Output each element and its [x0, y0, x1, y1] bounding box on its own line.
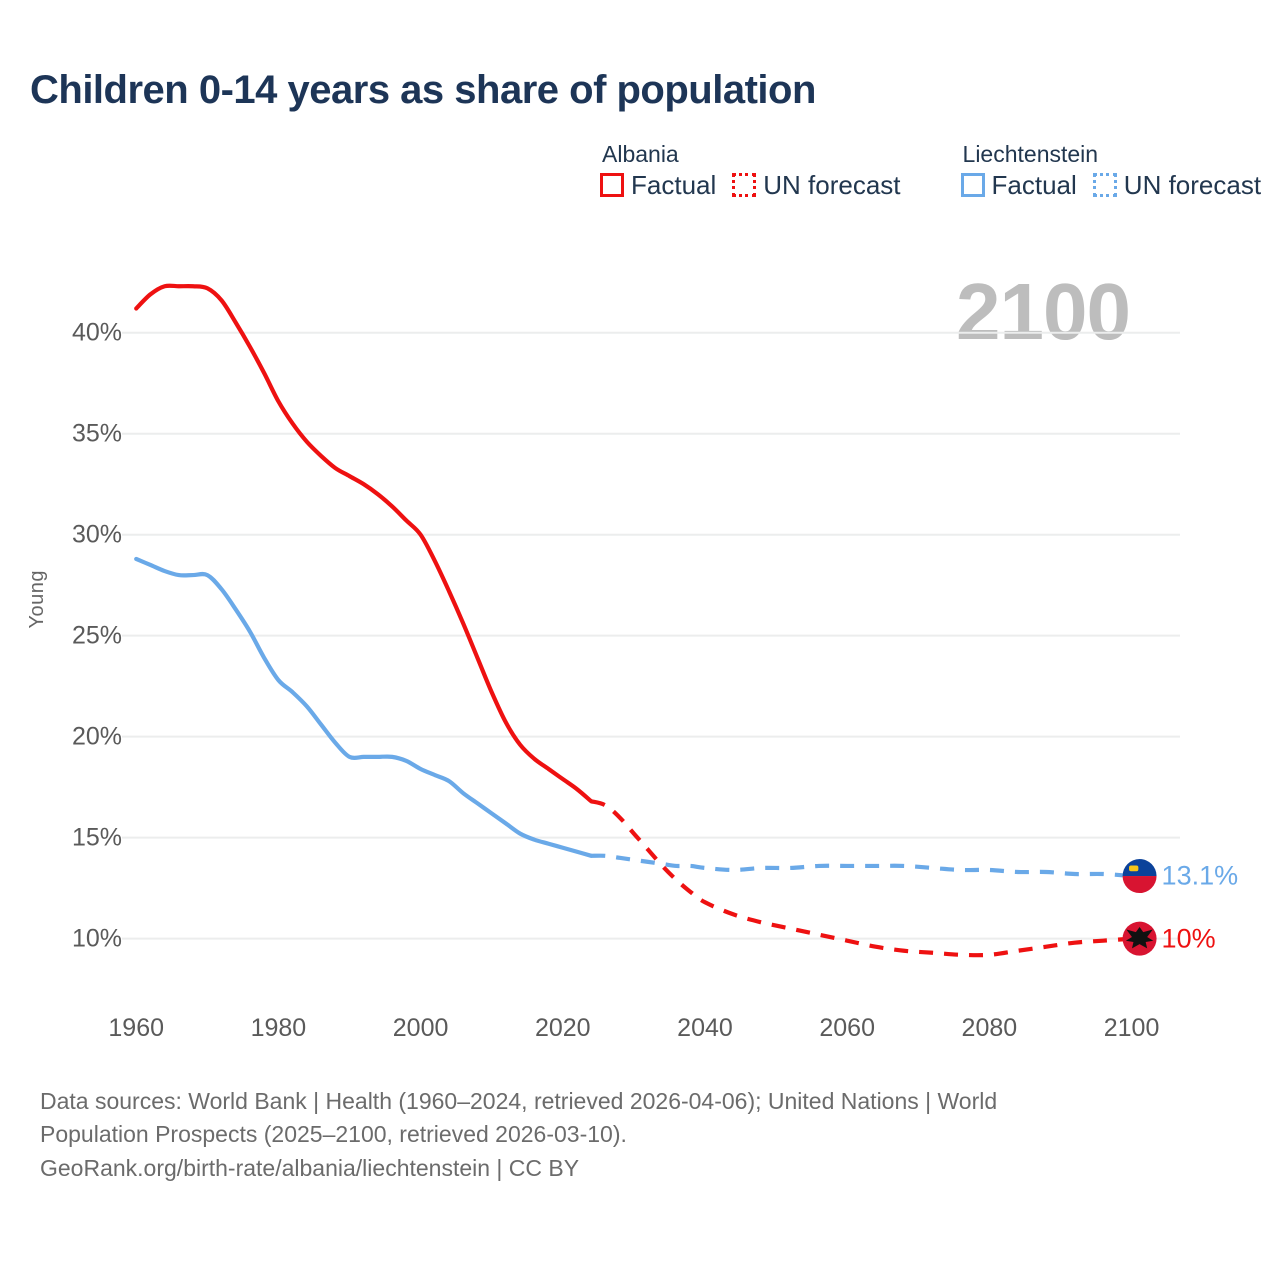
y-axis-tick-label: 10% [71, 924, 122, 953]
x-axis-tick-label: 2060 [819, 1014, 875, 1042]
y-axis-tick-label: 25% [71, 621, 122, 650]
series-line [590, 799, 1132, 958]
page-title: Children 0-14 years as share of populati… [30, 68, 816, 112]
x-axis-tick-label: 2020 [534, 1014, 591, 1042]
footer-sources: Data sources: World Bank | Health (1960–… [40, 1085, 1170, 1185]
x-axis-tick-label: 2080 [961, 1014, 1018, 1042]
legend-entry-factual[interactable]: Factual [960, 170, 1077, 200]
legend-entry-label: UN forecast [1123, 170, 1262, 200]
x-axis-tick-label: 2040 [677, 1014, 733, 1042]
legend-country-name: Albania [602, 141, 679, 167]
series-line [134, 556, 594, 858]
x-axis-tick-label: 1960 [108, 1014, 165, 1042]
y-axis-tick-label: 30% [71, 520, 122, 549]
footer-line-2: Population Prospects (2025–2100, retriev… [40, 1121, 627, 1148]
legend-entry-label: Factual [631, 170, 717, 200]
y-axis-tick-label: 35% [71, 419, 122, 448]
legend-entries: Factual UN forecast [960, 170, 1262, 200]
legend-country-name: Liechtenstein [962, 141, 1099, 167]
x-axis-tick-label: 1980 [250, 1014, 307, 1042]
series-line [591, 853, 1132, 879]
series-line [134, 283, 594, 804]
y-axis-tick-label: 40% [71, 318, 122, 347]
legend-entry-un-forecast[interactable]: UN forecast [732, 170, 901, 200]
y-axis-ticks: 10% 15% 20% 25% 30% 35% 40% [0, 0, 122, 1280]
legend-entry-factual[interactable]: Factual [600, 172, 716, 198]
legend-swatch-dotted-blue [1092, 173, 1117, 197]
x-axis-tick-label: 2100 [1103, 1014, 1160, 1042]
footer-line-1: Data sources: World Bank | Health (1960–… [40, 1088, 998, 1114]
legend-swatch-solid-blue [960, 173, 985, 197]
y-axis-tick-label: 20% [71, 722, 122, 751]
chart-legend: Albania Factual UN forecast Liechtenstein Fa… [600, 143, 1261, 198]
legend-entries: Factual UN forecast [600, 172, 901, 198]
flag-marker-liechtenstein [1122, 859, 1157, 894]
legend-group-albania: Albania Factual UN forecast [600, 143, 901, 198]
flag-marker-albania [1122, 921, 1157, 956]
legend-swatch-solid-red [600, 173, 624, 197]
end-value-label-albania: 10% [1161, 923, 1216, 954]
y-axis-tick-label: 15% [71, 823, 122, 852]
end-value-label-liechtenstein: 13.1% [1161, 860, 1239, 891]
x-axis-tick-label: 2000 [392, 1014, 449, 1042]
year-watermark: 2100 [956, 267, 1131, 356]
legend-entry-un-forecast[interactable]: UN forecast [1092, 170, 1262, 200]
legend-group-liechtenstein: Liechtenstein Factual UN forecast [960, 141, 1262, 200]
legend-entry-label: Factual [991, 170, 1077, 200]
legend-swatch-dotted-red [732, 173, 757, 197]
legend-entry-label: UN forecast [763, 170, 901, 200]
footer-line-3: GeoRank.org/birth-rate/albania/liechtens… [40, 1154, 580, 1181]
